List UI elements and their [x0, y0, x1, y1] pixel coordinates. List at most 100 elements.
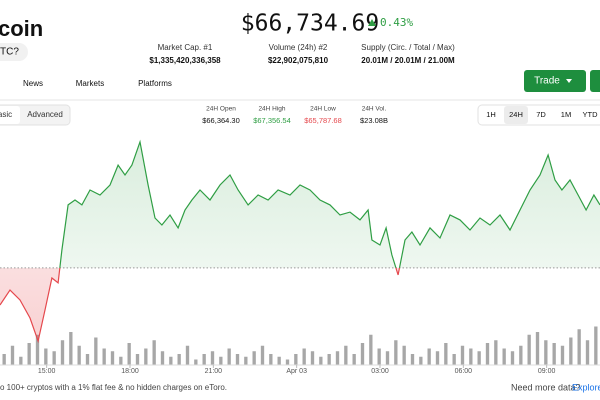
- tab[interactable]: News: [23, 79, 43, 88]
- volume-bar: [344, 345, 348, 365]
- secondary-button[interactable]: [590, 70, 600, 92]
- volume-bar: [152, 340, 156, 365]
- volume-bar: [60, 340, 65, 365]
- volume-bar: [552, 343, 556, 365]
- volume-bar: [394, 340, 398, 365]
- range-stat-label: 24H High: [258, 106, 285, 113]
- volume-bar: [102, 348, 106, 365]
- range-stat-label: 24H Vol.: [362, 106, 387, 113]
- volume-bar: [10, 345, 15, 365]
- volume-bar: [469, 348, 473, 365]
- volume-bar: [194, 359, 198, 365]
- volume-bar: [435, 351, 440, 365]
- volume-bar: [135, 354, 140, 365]
- volume-bar: [360, 343, 365, 365]
- range-stat-value: $66,364.30: [202, 116, 240, 125]
- volume-bar: [252, 351, 256, 365]
- coin-name: coin: [0, 16, 43, 41]
- range-button[interactable]: 7D: [536, 110, 546, 119]
- volume-bar: [419, 356, 423, 365]
- volume-bar: [144, 348, 148, 365]
- volume-bar: [477, 351, 481, 365]
- volume-bar: [385, 351, 390, 365]
- stat-value: 20.01M / 20.01M / 21.00M: [361, 56, 455, 65]
- volume-bar: [544, 340, 548, 365]
- range-button[interactable]: 1M: [561, 110, 571, 119]
- price: $66,734.69: [241, 11, 379, 37]
- tab[interactable]: Platforms: [138, 79, 172, 88]
- volume-bar: [577, 329, 581, 365]
- volume-bar: [294, 354, 298, 365]
- toggle-option[interactable]: Advanced: [27, 110, 63, 119]
- volume-bar: [85, 354, 90, 365]
- stat-label: Volume (24h) #2: [269, 43, 328, 52]
- trade-button[interactable]: [524, 70, 586, 92]
- x-tick-label: 21:00: [205, 368, 223, 375]
- volume-bar: [585, 340, 590, 365]
- volume-bar: [210, 351, 215, 365]
- volume-bar: [444, 343, 448, 365]
- x-tick-label: 15:00: [38, 368, 56, 375]
- volume-bar: [160, 351, 165, 365]
- volume-bar: [235, 354, 240, 365]
- x-tick-label: Apr 03: [286, 368, 307, 375]
- trade-label: Trade: [534, 76, 560, 87]
- view-toggle-active: [0, 106, 20, 124]
- volume-bar: [244, 356, 248, 365]
- volume-bar: [494, 340, 498, 365]
- volume-bar: [52, 351, 56, 365]
- volume-bar: [452, 354, 456, 365]
- ticker: TC?: [0, 47, 19, 58]
- tab[interactable]: Markets: [76, 79, 104, 88]
- volume-bar: [335, 351, 340, 365]
- volume-bar: [27, 343, 31, 365]
- volume-bar: [485, 343, 490, 365]
- volume-bar: [219, 356, 223, 365]
- volume-bar: [519, 345, 523, 365]
- volume-bar: [2, 354, 6, 365]
- volume-bar: [402, 345, 406, 365]
- volume-bar: [377, 348, 381, 365]
- volume-bar: [202, 354, 206, 365]
- volume-bar: [35, 334, 40, 365]
- up-arrow: [368, 19, 376, 26]
- volume-bar: [527, 334, 531, 365]
- stat-label: Market Cap. #1: [158, 43, 213, 52]
- range-button[interactable]: 24H: [509, 110, 523, 119]
- range-stat-value: $67,356.54: [253, 116, 291, 125]
- volume-bar: [460, 345, 465, 365]
- area-up: [0, 141, 600, 268]
- volume-bar: [569, 337, 573, 365]
- x-tick-label: 03:00: [371, 368, 389, 375]
- range-button[interactable]: 1H: [486, 110, 496, 119]
- volume-bar: [502, 348, 506, 365]
- volume-bar: [302, 348, 306, 365]
- ticker-pill: [0, 43, 28, 61]
- volume-bar: [44, 348, 48, 365]
- volume-bar: [227, 348, 231, 365]
- range-stat-value: $65,787.68: [304, 116, 342, 125]
- promo: o 100+ cryptos with a 1% flat fee & no h…: [0, 383, 227, 392]
- explore-link[interactable]: Explore: [572, 382, 600, 392]
- range-active: [504, 106, 528, 124]
- volume-bar: [594, 326, 598, 365]
- stat-value: $22,902,075,810: [268, 56, 329, 65]
- volume-bar: [327, 354, 331, 365]
- x-tick-label: 09:00: [538, 368, 556, 375]
- toggle-option[interactable]: asic: [0, 110, 12, 119]
- volume-bar: [69, 332, 73, 365]
- x-tick-label: 18:00: [121, 368, 139, 375]
- volume-bar: [310, 351, 315, 365]
- x-tick-label: 06:00: [455, 368, 473, 375]
- trade-caret: [566, 79, 572, 83]
- volume-bar: [119, 356, 123, 365]
- volume-bar: [535, 332, 540, 365]
- range-button[interactable]: YTD: [583, 110, 599, 119]
- volume-bar: [369, 334, 373, 365]
- stat-value: $1,335,420,336,358: [149, 56, 221, 65]
- volume-bar: [127, 343, 131, 365]
- volume-bar: [169, 356, 173, 365]
- range-stat-label: 24H Low: [310, 106, 336, 113]
- volume-bar: [19, 356, 23, 365]
